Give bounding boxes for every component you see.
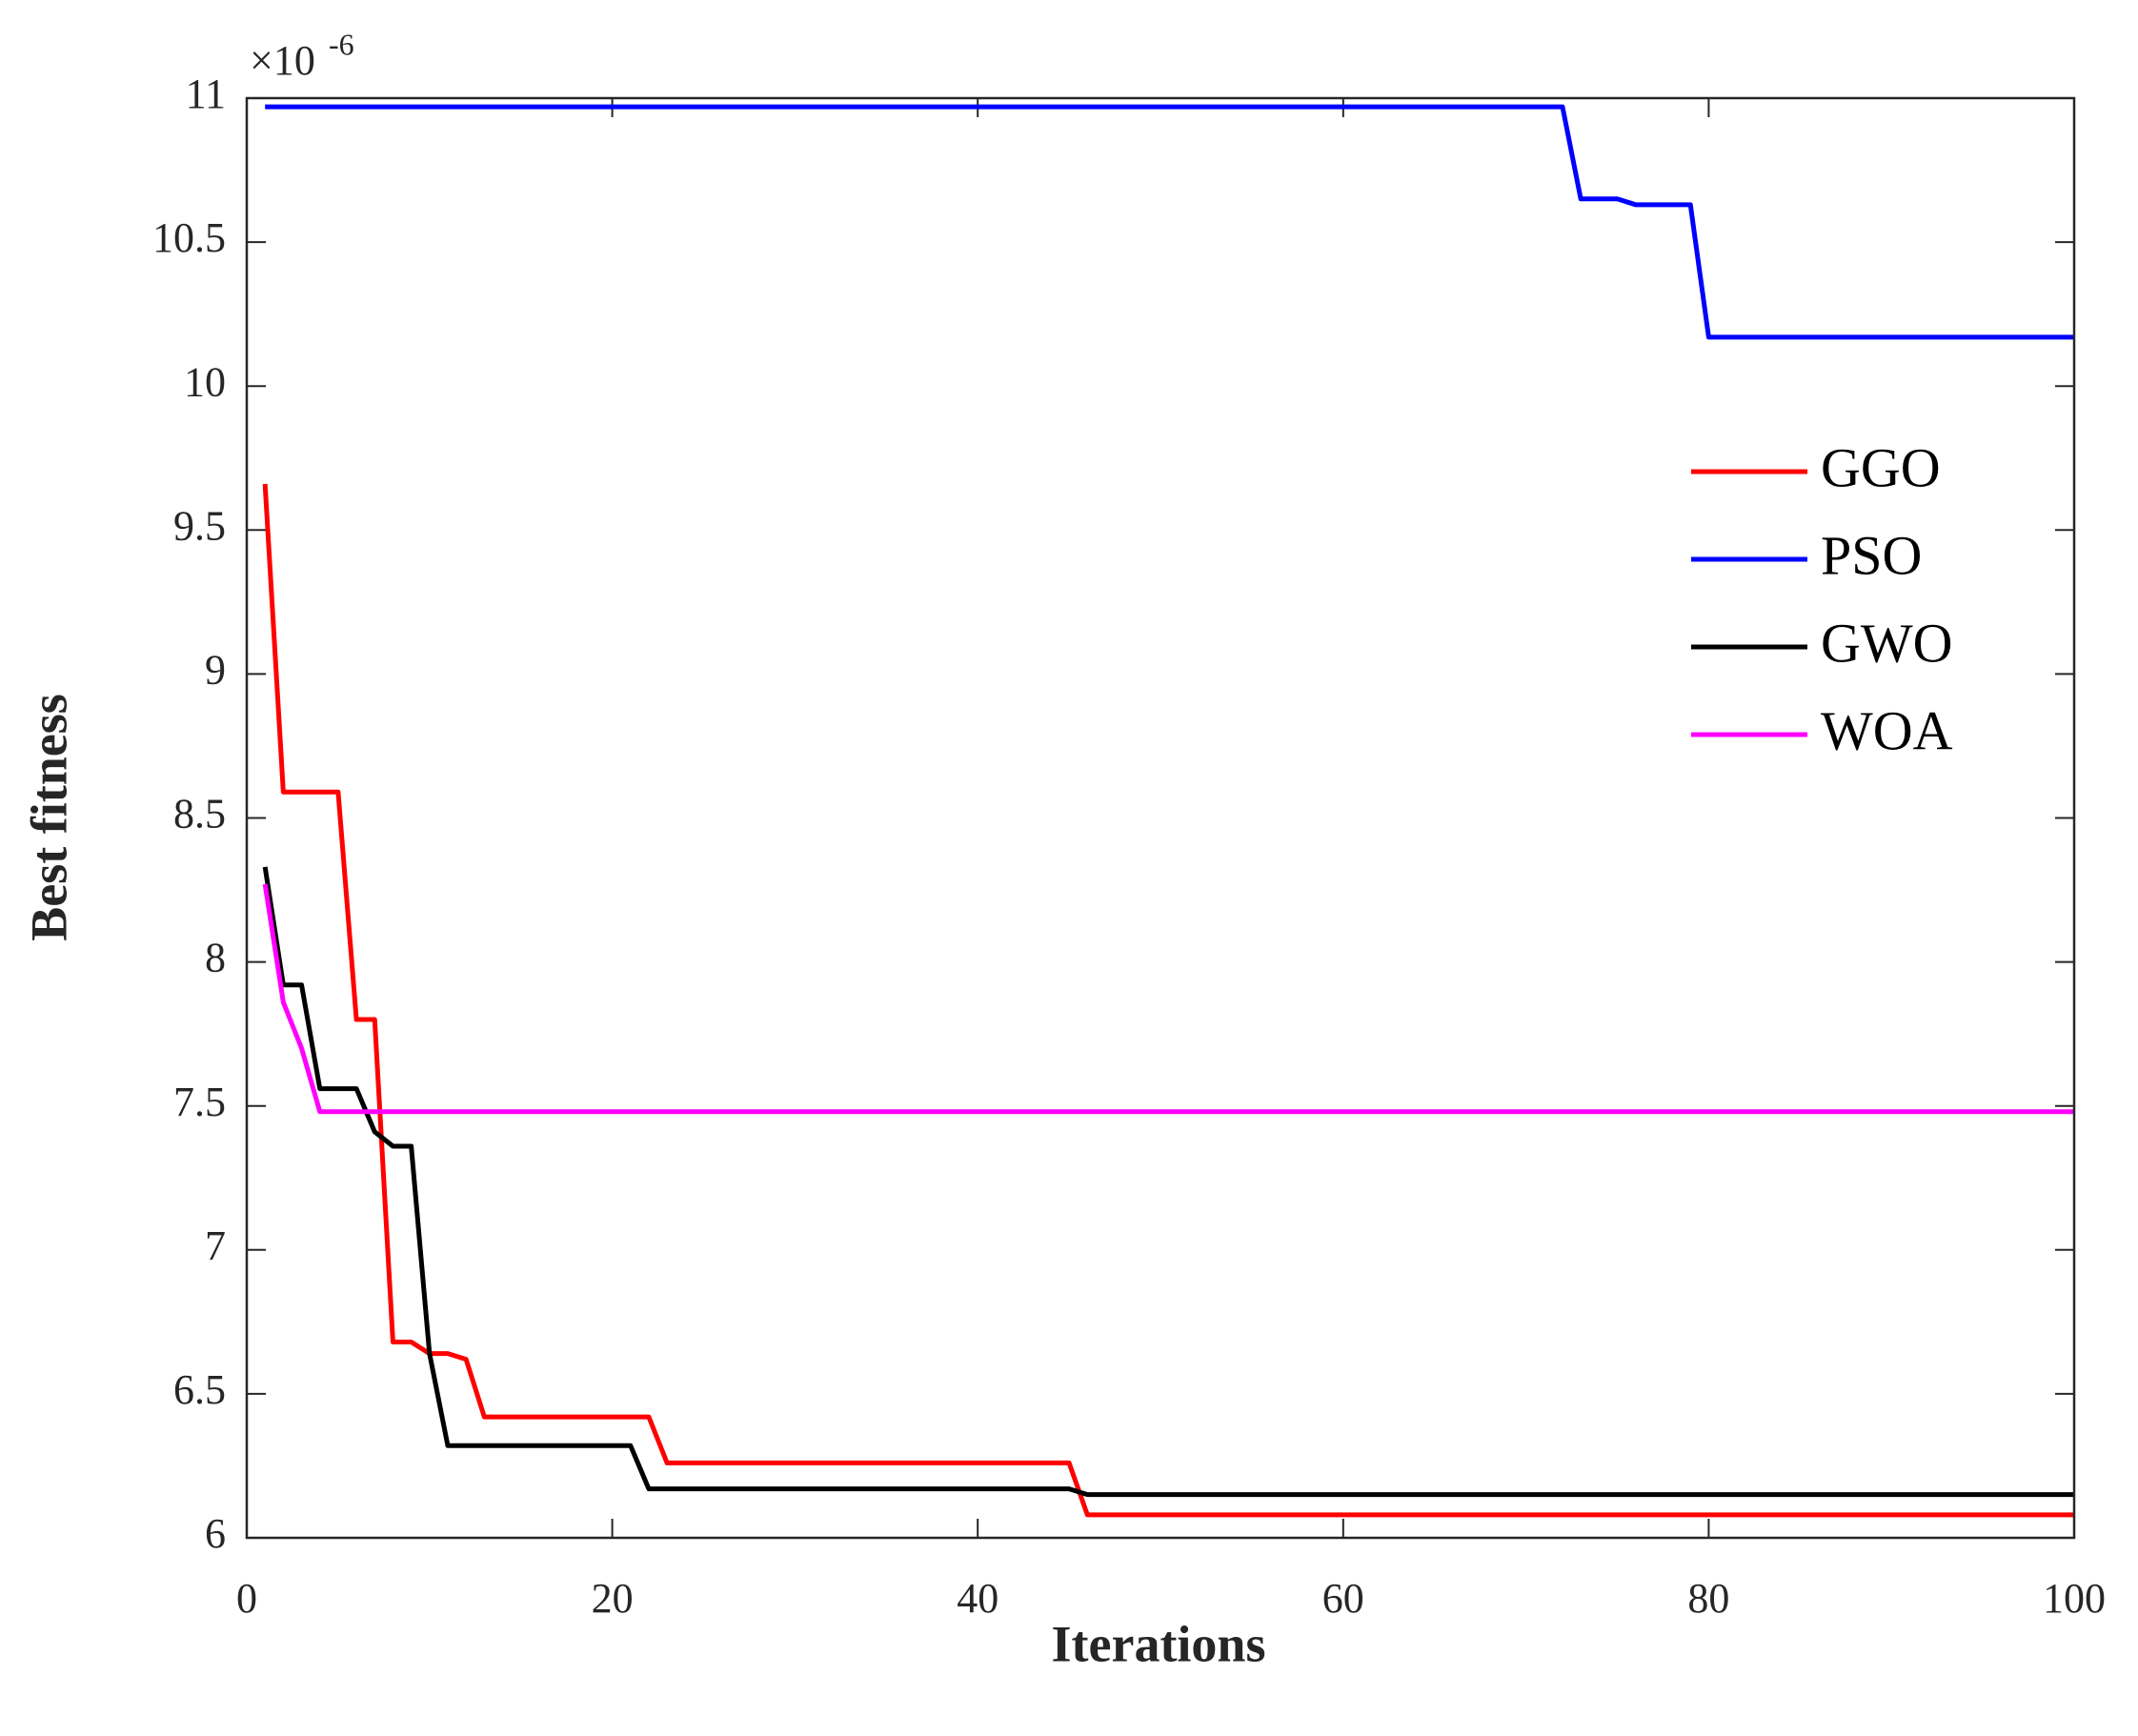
x-tick-label: 60 (1322, 1575, 1364, 1622)
x-tick-label: 80 (1687, 1575, 1729, 1622)
y-multiplier-exponent: -6 (329, 27, 354, 61)
y-multiplier: ×10 (250, 37, 315, 84)
data-line (262, 483, 2074, 1518)
y-tick-label: 8 (205, 935, 226, 981)
y-tick-label: 9 (205, 646, 226, 693)
legend-label: PSO (1821, 524, 1922, 586)
y-tick-label: 9.5 (173, 502, 226, 549)
y-tick-label: 6 (205, 1510, 226, 1557)
y-axis-label: Best fitness (20, 694, 77, 940)
y-tick-label: 7 (205, 1222, 226, 1269)
y-tick-label: 10 (184, 358, 226, 405)
plot-frame (245, 96, 2076, 1540)
x-tick-label: 0 (236, 1575, 257, 1622)
y-tick-label: 11 (186, 71, 226, 117)
x-tick-label: 100 (2043, 1575, 2106, 1622)
legend-label: WOA (1821, 699, 1953, 761)
x-tick-label: 40 (957, 1575, 998, 1622)
y-tick-label: 6.5 (173, 1366, 226, 1413)
x-tick-label: 20 (592, 1575, 634, 1622)
x-axis-label: Iterations (1052, 1615, 1266, 1672)
data-line (262, 883, 2074, 1115)
y-tick-label: 10.5 (152, 214, 226, 261)
y-tick-label: 8.5 (173, 791, 226, 838)
legend-label: GGO (1821, 436, 1941, 498)
data-line (262, 866, 2074, 1498)
y-tick-label: 7.5 (173, 1079, 226, 1125)
legend-label: GWO (1821, 612, 1953, 674)
data-line (265, 104, 2074, 340)
